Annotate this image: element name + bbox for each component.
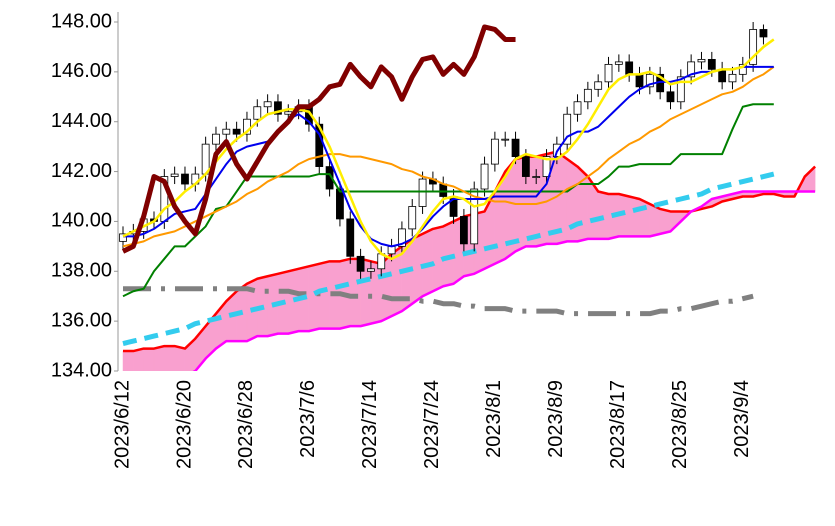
candle-body — [398, 228, 406, 247]
candle-body — [635, 73, 644, 88]
cloud-fill — [597, 191, 609, 240]
candle-body — [676, 76, 685, 103]
candle-body — [439, 183, 448, 197]
cloud-fill — [319, 260, 330, 329]
candle-body — [697, 58, 706, 63]
cloud-fill — [442, 221, 454, 287]
candle-body — [480, 163, 489, 190]
candle-body — [594, 81, 603, 90]
cloud-fill — [133, 348, 144, 371]
line-series — [121, 24, 516, 254]
x-tick-label: 2023/8/9 — [545, 380, 567, 458]
candle-body — [728, 73, 737, 83]
y-tick-label: 134.00 — [51, 359, 112, 381]
candle-body — [119, 233, 127, 242]
x-tick-label: 2023/8/17 — [607, 380, 629, 469]
candle-body — [604, 63, 613, 83]
x-tick-label: 2023/6/28 — [235, 380, 257, 469]
x-tick-label: 2023/9/4 — [731, 380, 753, 458]
y-tick-label: 136.00 — [51, 309, 112, 331]
x-tick-label: 2023/8/1 — [483, 380, 505, 458]
candle-body — [707, 58, 716, 70]
cloud-fill — [308, 263, 320, 332]
y-tick-label: 138.00 — [51, 260, 112, 282]
candle-body — [666, 91, 675, 103]
x-tick-label: 2023/6/20 — [173, 380, 195, 469]
candle-body — [511, 138, 520, 158]
cloud-fill — [143, 348, 155, 371]
candle-body — [170, 173, 179, 177]
candle-body — [253, 106, 262, 120]
cloud-fill — [153, 345, 165, 371]
candle-body — [263, 101, 272, 108]
candle-body — [232, 128, 241, 135]
candle-body — [408, 206, 417, 230]
candle-body — [490, 138, 499, 165]
candle-body — [315, 123, 324, 167]
candle-body — [325, 166, 334, 190]
candle-body — [367, 268, 375, 272]
cloud-fill — [659, 208, 671, 235]
candle-body — [459, 216, 468, 245]
cloud-fill — [628, 196, 640, 237]
cloud-fill — [174, 345, 186, 371]
candle-body — [356, 255, 365, 272]
candle-body — [573, 101, 582, 115]
candle-body — [532, 176, 541, 178]
y-tick-label: 146.00 — [51, 60, 112, 82]
candle-body — [738, 63, 747, 75]
axes: 134.00 136.00 138.00 140.00 142.00 144.00 146.… — [51, 10, 753, 469]
candle-body — [645, 73, 654, 88]
line-series — [123, 286, 754, 317]
candle-body — [625, 61, 634, 75]
x-tick-label: 2023/8/25 — [669, 380, 691, 469]
candle-body — [749, 29, 758, 65]
candle-body — [387, 245, 396, 255]
cloud-fill — [411, 233, 423, 305]
candle-body — [470, 188, 479, 245]
candle-body — [418, 178, 427, 207]
candle-body — [336, 188, 344, 220]
candle-body — [759, 29, 768, 38]
x-tick-label: 2023/7/14 — [359, 380, 381, 469]
candle-body — [687, 61, 696, 78]
x-tick-label: 2023/6/12 — [111, 380, 133, 469]
candle-body — [583, 88, 592, 103]
plot-area — [119, 22, 816, 371]
candle-body — [274, 101, 282, 115]
y-tick-label: 148.00 — [51, 10, 112, 32]
candle-body — [501, 138, 510, 141]
line-series — [122, 38, 775, 261]
candle-body — [614, 61, 623, 65]
line-series — [122, 66, 775, 248]
line-series — [122, 171, 775, 347]
line-series — [122, 103, 774, 298]
candle-body — [521, 156, 530, 177]
y-tick-label: 144.00 — [51, 110, 112, 132]
y-tick-label: 142.00 — [51, 160, 112, 182]
candle-body — [181, 173, 189, 185]
candle-body — [563, 113, 572, 145]
x-tick-label: 2023/7/24 — [421, 380, 443, 469]
candle-body — [222, 128, 231, 135]
y-tick-label: 140.00 — [51, 210, 112, 232]
candle-body — [346, 218, 355, 257]
x-tick-label: 2023/7/6 — [297, 380, 319, 458]
cloud-fill — [164, 345, 175, 371]
line-series — [192, 190, 816, 371]
candle-body — [542, 156, 551, 177]
candle-body — [212, 133, 220, 145]
